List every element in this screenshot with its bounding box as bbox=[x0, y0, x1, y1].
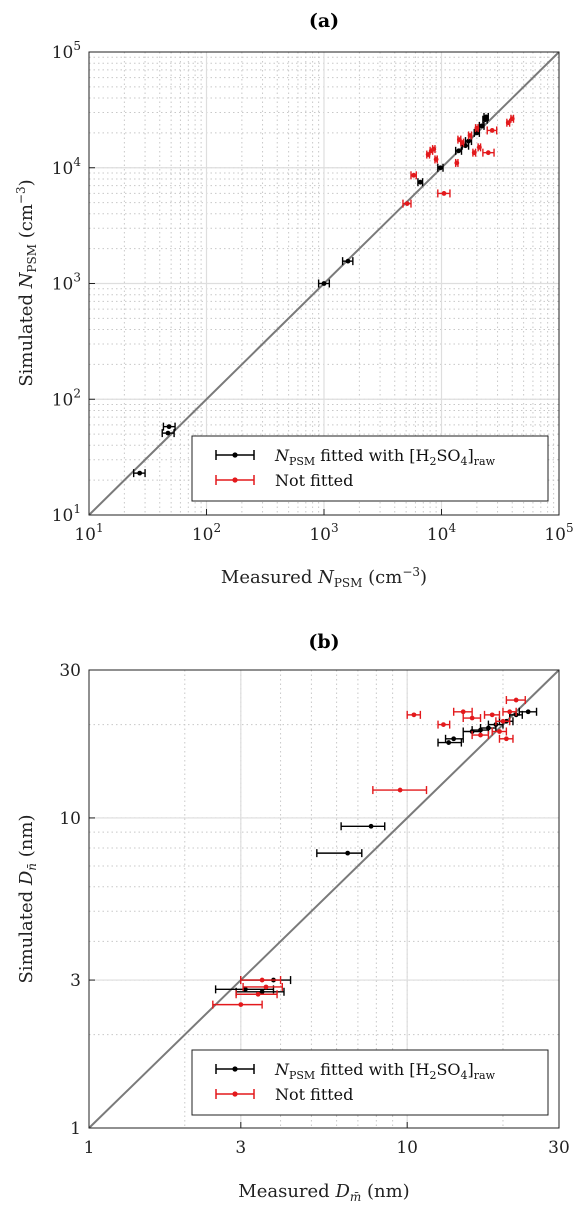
point-marker bbox=[167, 424, 172, 429]
point-marker bbox=[490, 712, 495, 717]
point-marker bbox=[504, 736, 509, 741]
point-marker bbox=[446, 740, 451, 745]
y-tick-label: 30 bbox=[59, 661, 81, 681]
point-marker bbox=[256, 992, 261, 997]
point-marker bbox=[497, 729, 502, 734]
point-marker bbox=[264, 985, 269, 990]
x-tick-label: 30 bbox=[548, 1138, 570, 1158]
point-marker bbox=[260, 989, 265, 994]
y-tick-label: 1 bbox=[70, 1119, 81, 1139]
point-marker bbox=[484, 114, 489, 119]
point-marker bbox=[137, 471, 142, 476]
point-marker bbox=[434, 157, 439, 162]
point-marker bbox=[454, 161, 459, 166]
x-tick-label: 103 bbox=[309, 521, 338, 545]
point-marker bbox=[442, 191, 447, 196]
point-marker bbox=[411, 173, 416, 178]
point-marker bbox=[501, 719, 506, 724]
point-marker bbox=[451, 736, 456, 741]
point-marker bbox=[441, 722, 446, 727]
chart-b-title: (b) bbox=[308, 631, 339, 653]
point-marker bbox=[405, 201, 410, 206]
chart-a-ylabel: Simulated NPSM (cm−3) bbox=[14, 179, 39, 386]
x-tick-label: 10 bbox=[396, 1138, 418, 1158]
point-marker bbox=[479, 123, 484, 128]
x-tick-label: 3 bbox=[235, 1138, 246, 1158]
point-marker bbox=[346, 259, 351, 264]
point-marker bbox=[507, 709, 512, 714]
y-tick-label: 3 bbox=[70, 971, 81, 991]
x-tick-label: 104 bbox=[427, 521, 457, 545]
x-tick-label: 102 bbox=[192, 521, 221, 545]
point-marker bbox=[468, 133, 473, 138]
point-marker bbox=[506, 120, 511, 125]
x-tick-label: 105 bbox=[544, 521, 573, 545]
point-marker bbox=[345, 851, 350, 856]
point-marker bbox=[322, 281, 327, 286]
point-marker bbox=[260, 978, 265, 983]
y-tick-label: 104 bbox=[52, 155, 82, 179]
point-marker bbox=[478, 733, 483, 738]
svg-text:Not fitted: Not fitted bbox=[275, 471, 353, 490]
chart-a-xlabel: Measured NPSM (cm−3) bbox=[221, 565, 427, 590]
point-marker bbox=[474, 126, 479, 131]
point-marker bbox=[470, 716, 475, 721]
point-marker bbox=[510, 116, 515, 121]
point-marker bbox=[431, 147, 436, 152]
point-marker bbox=[461, 709, 466, 714]
point-marker bbox=[472, 150, 477, 155]
point-marker bbox=[526, 709, 531, 714]
chart-a-legend: NPSM fitted with [H2SO4]raw Not fitted bbox=[192, 436, 548, 501]
point-marker bbox=[460, 140, 465, 145]
y-tick-label: 101 bbox=[52, 502, 81, 526]
point-marker bbox=[412, 712, 417, 717]
chart-a: (a) 101 102 103 104 105 101 102 103 104 105 Measu… bbox=[14, 10, 573, 590]
y-tick-label: 10 bbox=[59, 809, 81, 829]
point-marker bbox=[438, 165, 443, 170]
chart-a-title: (a) bbox=[309, 10, 339, 32]
chart-b: (b) 1 3 10 30 1 3 10 30 Measured Dm̄ (nm) Simul… bbox=[16, 631, 570, 1204]
point-marker bbox=[490, 128, 495, 133]
chart-b-xlabel: Measured Dm̄ (nm) bbox=[238, 1181, 409, 1204]
x-tick-label: 101 bbox=[74, 521, 103, 545]
chart-b-ylabel: Simulated Dn̄ (nm) bbox=[16, 815, 39, 984]
svg-text:Not fitted: Not fitted bbox=[275, 1085, 353, 1104]
point-marker bbox=[166, 431, 171, 436]
chart-b-legend: NPSM fitted with [H2SO4]raw Not fitted bbox=[192, 1050, 548, 1115]
point-marker bbox=[238, 1002, 243, 1007]
point-marker bbox=[486, 150, 491, 155]
point-marker bbox=[477, 145, 482, 150]
point-marker bbox=[514, 698, 519, 703]
point-marker bbox=[418, 180, 423, 185]
y-tick-label: 105 bbox=[52, 39, 81, 63]
y-tick-label: 102 bbox=[52, 386, 81, 410]
y-tick-label: 103 bbox=[52, 271, 81, 295]
point-marker bbox=[456, 148, 461, 153]
point-marker bbox=[369, 824, 374, 829]
x-tick-label: 1 bbox=[84, 1138, 95, 1158]
point-marker bbox=[398, 788, 403, 793]
